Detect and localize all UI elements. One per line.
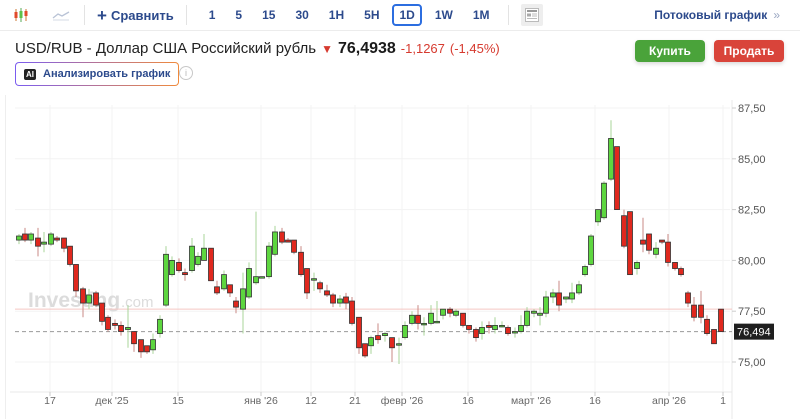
compare-button[interactable]: + Сравнить [91, 7, 180, 24]
buy-button[interactable]: Купить [635, 40, 705, 62]
timeframe-5h[interactable]: 5H [364, 8, 380, 22]
timeframe-1m[interactable]: 1M [472, 8, 490, 22]
down-arrow-icon: ▼ [321, 42, 333, 56]
instrument-title: USD/RUB - Доллар США Российский рубль [15, 40, 317, 57]
analyze-chart-button[interactable]: AI Анализировать график [15, 62, 179, 86]
compare-label: Сравнить [110, 7, 174, 23]
timeframe-1w[interactable]: 1W [434, 8, 453, 22]
timeframe-1d[interactable]: 1D [392, 4, 422, 26]
chart-area[interactable] [5, 95, 794, 419]
chart-toolbar: + Сравнить 1 5 15 30 1H 5H 1D 1W 1M Потоковый гр… [0, 0, 800, 31]
price-change-percent: (-1,45%) [449, 41, 500, 56]
info-icon[interactable]: i [179, 66, 193, 80]
double-chevron-right-icon: » [773, 8, 780, 22]
toolbar-divider [84, 5, 85, 25]
instrument-header: USD/RUB - Доллар США Российский рубль ▼ … [15, 40, 500, 58]
news-panel-icon[interactable] [520, 4, 543, 26]
timeframe-30[interactable]: 30 [295, 8, 309, 22]
timeframe-5[interactable]: 5 [235, 8, 243, 22]
area-chart-icon[interactable] [50, 4, 72, 26]
timeframe-1[interactable]: 1 [208, 8, 216, 22]
last-price: 76,4938 [337, 40, 396, 57]
price-change: -1,1267 [400, 41, 445, 56]
toolbar-divider [507, 5, 509, 25]
timeframe-1h[interactable]: 1H [328, 8, 345, 22]
analyze-chart-label: Анализировать график [43, 68, 171, 80]
toolbar-divider [185, 5, 187, 25]
streaming-chart-label: Потоковый график [654, 8, 768, 22]
timeframe-selector: 1 5 15 30 1H 5H 1D 1W 1M [199, 4, 500, 26]
plus-icon: + [97, 5, 107, 25]
sell-button[interactable]: Продать [714, 40, 784, 62]
candlestick-icon[interactable] [10, 4, 32, 26]
ai-icon: AI [24, 68, 36, 80]
streaming-chart-link[interactable]: Потоковый график » [654, 8, 780, 22]
timeframe-15[interactable]: 15 [262, 8, 276, 22]
